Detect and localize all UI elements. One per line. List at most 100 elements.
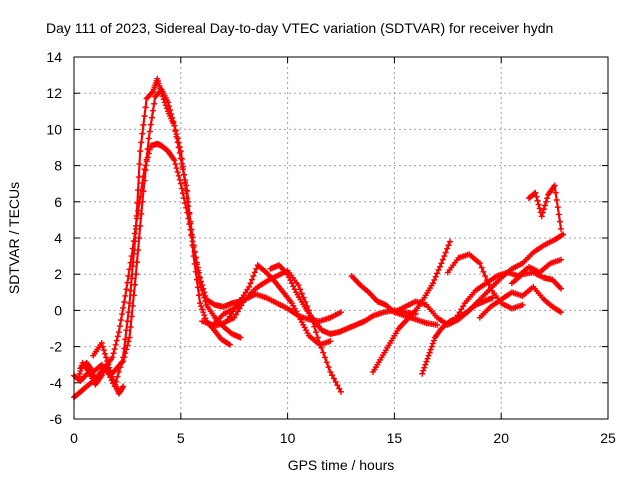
data-point <box>540 206 547 213</box>
y-tick-label: 12 <box>46 85 62 101</box>
data-point <box>558 256 565 263</box>
series-line <box>79 88 231 377</box>
data-point <box>288 280 295 287</box>
data-point <box>150 107 157 114</box>
data-point <box>76 370 83 377</box>
data-point <box>249 276 255 283</box>
data-point <box>183 182 190 189</box>
data-point <box>201 312 208 319</box>
data-point <box>194 284 201 291</box>
data-point <box>195 292 202 299</box>
data-point <box>166 103 173 110</box>
series-arc-8 <box>348 273 441 328</box>
series-arc-16 <box>525 182 565 232</box>
data-point <box>171 122 178 129</box>
data-point <box>109 354 116 361</box>
series-arc-18 <box>75 359 105 388</box>
data-point <box>129 302 136 309</box>
series-arc-17 <box>90 339 127 397</box>
data-point <box>178 185 185 192</box>
series-arc-12 <box>451 256 565 325</box>
data-point <box>247 280 254 287</box>
series-layer <box>71 75 567 401</box>
data-point <box>75 373 82 380</box>
data-point <box>191 260 198 267</box>
data-point <box>167 107 174 114</box>
x-tick-label: 25 <box>600 430 616 446</box>
data-point <box>476 260 483 267</box>
data-point <box>116 323 123 330</box>
series-arc-9 <box>370 238 453 375</box>
data-point <box>560 231 567 238</box>
data-point <box>120 358 127 365</box>
data-point <box>131 238 138 245</box>
data-point <box>200 309 207 316</box>
data-point <box>174 168 181 175</box>
data-point <box>314 334 321 341</box>
data-point <box>429 280 436 287</box>
data-point <box>533 193 540 200</box>
data-point <box>420 367 427 374</box>
data-point <box>193 276 200 283</box>
data-point <box>132 225 139 232</box>
data-point <box>182 177 189 184</box>
data-point <box>138 139 145 146</box>
data-point <box>188 231 195 238</box>
data-point <box>132 271 139 278</box>
data-point <box>124 318 131 325</box>
series-arc-14 <box>476 283 565 321</box>
data-point <box>101 350 108 357</box>
data-point <box>131 281 138 288</box>
data-point <box>320 349 327 356</box>
data-point <box>78 365 85 372</box>
series-arc-3 <box>77 86 233 379</box>
data-point <box>168 111 175 118</box>
y-tick-label: -6 <box>50 411 63 427</box>
data-point <box>321 354 328 361</box>
data-point <box>444 245 451 252</box>
data-point <box>124 342 131 349</box>
ticks: 0 5 10 15 20 25 -6 -4 -2 0 2 4 6 8 10 12 14 <box>46 49 616 446</box>
data-point <box>141 113 148 120</box>
data-point <box>483 277 490 284</box>
data-point <box>434 270 441 277</box>
data-point <box>110 350 117 357</box>
data-point <box>114 333 121 340</box>
data-point <box>109 373 116 380</box>
data-point <box>117 317 124 324</box>
data-point <box>148 89 155 96</box>
data-point <box>456 309 463 316</box>
data-point <box>434 321 441 328</box>
x-tick-label: 5 <box>177 430 185 446</box>
data-point <box>134 259 141 266</box>
data-point <box>446 238 453 245</box>
y-tick-label: -2 <box>50 339 63 355</box>
data-point <box>425 352 432 359</box>
data-point <box>75 376 82 383</box>
data-point <box>144 146 151 153</box>
data-point <box>460 303 467 310</box>
y-tick-label: 0 <box>54 302 62 318</box>
data-point <box>170 118 177 125</box>
data-point <box>172 161 179 168</box>
data-point <box>323 359 330 366</box>
data-point <box>127 287 134 294</box>
data-point <box>558 285 565 292</box>
data-point <box>441 253 448 260</box>
data-point <box>286 274 293 281</box>
data-point <box>200 291 207 298</box>
data-point <box>178 160 185 167</box>
data-point <box>130 292 137 299</box>
data-point <box>198 303 205 310</box>
data-point <box>139 198 146 205</box>
data-point <box>485 281 492 288</box>
data-point <box>175 144 182 151</box>
data-point <box>119 384 126 391</box>
data-point <box>332 378 339 385</box>
y-axis-label: SDTVAR / TECUs <box>6 182 22 294</box>
data-point <box>431 276 438 283</box>
data-point <box>556 218 563 225</box>
data-point <box>445 242 452 249</box>
data-point <box>519 301 526 308</box>
data-point <box>482 273 489 280</box>
